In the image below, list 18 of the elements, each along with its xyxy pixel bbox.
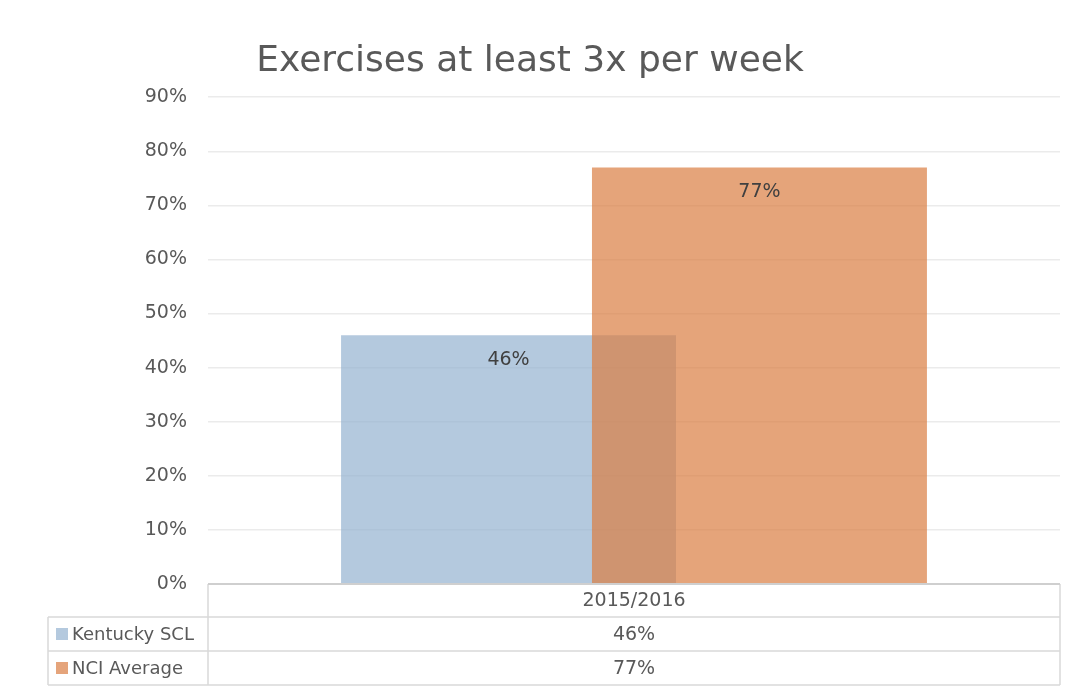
y-tick-label: 30% bbox=[144, 408, 187, 431]
text: 77% bbox=[612, 655, 656, 678]
chart-title: Exercises at least 3x per week bbox=[256, 37, 804, 79]
x-tick-label: 2015/2016 bbox=[582, 588, 686, 611]
legend-label: Kentucky SCL bbox=[72, 622, 194, 644]
y-tick-label: 50% bbox=[144, 300, 187, 323]
text: 46% bbox=[612, 621, 656, 644]
y-tick-label: 40% bbox=[144, 354, 187, 377]
y-tick-label: 0% bbox=[156, 570, 187, 593]
y-tick-label: 80% bbox=[144, 138, 187, 161]
y-tick-label: 70% bbox=[144, 192, 187, 215]
legend-label: NCI Average bbox=[72, 656, 183, 678]
data-label: 77% bbox=[738, 179, 781, 202]
y-tick-label: 90% bbox=[144, 84, 187, 107]
y-tick-label: 10% bbox=[144, 516, 187, 539]
data-label: 46% bbox=[487, 347, 530, 370]
y-tick-label: 20% bbox=[144, 462, 187, 485]
y-tick-label: 60% bbox=[144, 246, 187, 269]
